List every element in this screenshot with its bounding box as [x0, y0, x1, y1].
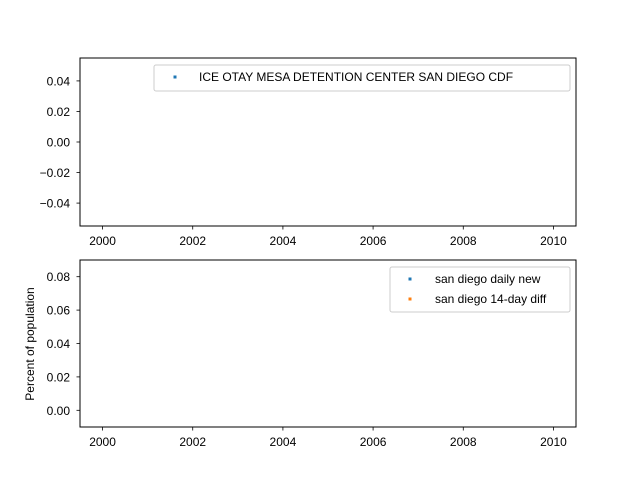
x-tick-label: 2000	[89, 435, 116, 449]
x-tick-label: 2004	[270, 234, 297, 248]
x-tick-label: 2002	[179, 435, 206, 449]
top-subplot: 2000 2002 2004 2006 2008 2010 0.04 0.02 0.00 −0.…	[40, 57, 577, 248]
legend-label-ice-otay-mesa: ICE OTAY MESA DETENTION CENTER SAN DIEGO…	[199, 70, 513, 84]
x-tick-label: 2008	[450, 234, 477, 248]
x-tick-label: 2008	[450, 435, 477, 449]
bottom-axes-frame	[79, 259, 577, 428]
y-tick-label: 0.04	[47, 74, 71, 88]
legend-marker-ice-otay-mesa	[173, 75, 177, 79]
top-legend-box	[153, 64, 571, 92]
bottom-x-ticks: 2000 2002 2004 2006 2008 2010	[89, 427, 567, 449]
bottom-y-axis-label: Percent of population	[23, 287, 37, 400]
y-tick-label: −0.04	[40, 197, 71, 211]
bottom-legend: san diego daily new san diego 14-day dif…	[389, 266, 571, 313]
top-x-ticks: 2000 2002 2004 2006 2008 2010	[89, 226, 567, 248]
bottom-subplot: 2000 2002 2004 2006 2008 2010 0.080.060.040.0…	[23, 259, 577, 449]
bottom-y-ticks: 0.08 0.06 0.04 0.02 0.00	[47, 270, 80, 418]
top-legend: ICE OTAY MESA DETENTION CENTER SAN DIEGO…	[153, 64, 571, 92]
y-tick-label: 0.02	[47, 105, 71, 119]
y-tick-label: 0.00	[47, 404, 71, 418]
x-tick-label: 2002	[179, 234, 206, 248]
legend-marker-san-diego-14-day-diff	[408, 297, 412, 301]
legend-marker-san-diego-daily-new	[408, 277, 412, 281]
y-tick-label: −0.02	[40, 166, 71, 180]
x-tick-label: 2010	[540, 234, 567, 248]
legend-label-san-diego-daily-new: san diego daily new	[435, 272, 541, 286]
bottom-legend-box	[389, 266, 571, 313]
y-tick-label: 0.06	[47, 304, 71, 318]
top-axes-frame	[79, 57, 577, 227]
y-tick-label: 0.02	[47, 370, 71, 384]
x-tick-label: 2010	[540, 435, 567, 449]
x-tick-label: 2004	[270, 435, 297, 449]
legend-label-san-diego-14-day-diff: san diego 14-day diff	[435, 292, 547, 306]
y-tick-label: 0.00	[47, 136, 71, 150]
x-tick-label: 2006	[360, 234, 387, 248]
x-tick-label: 2000	[89, 234, 116, 248]
y-tick-label: 0.04	[47, 337, 71, 351]
x-tick-label: 2006	[360, 435, 387, 449]
y-tick-label: 0.08	[47, 270, 71, 284]
top-y-ticks: 0.04 0.02 0.00 −0.02 −0.04	[40, 74, 80, 211]
